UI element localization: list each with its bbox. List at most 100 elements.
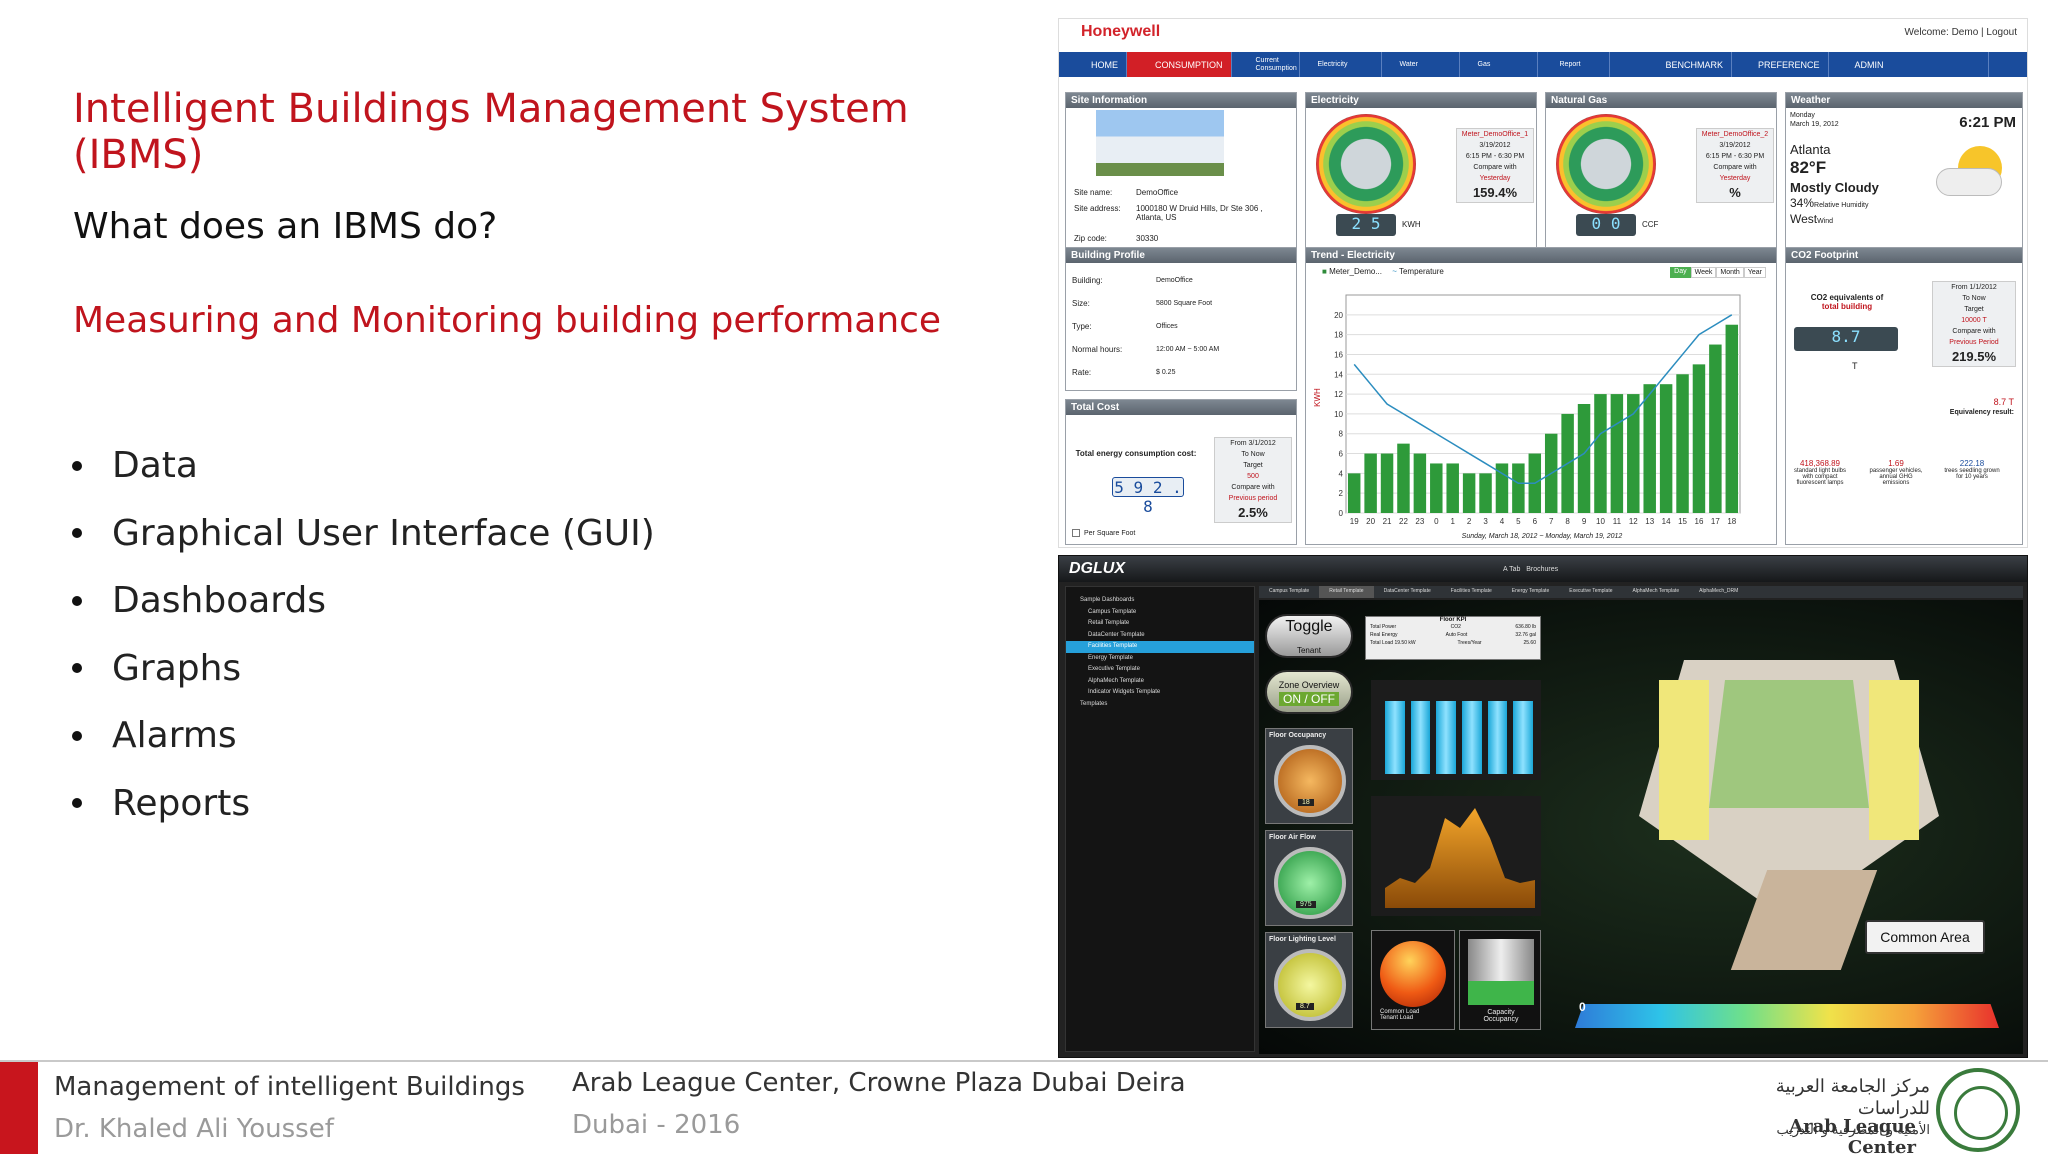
toggle-button[interactable]: Toggle Tenant: [1265, 614, 1353, 658]
nav-current-consumption[interactable]: Current Consumption: [1232, 52, 1300, 77]
trend-x-tick: 7: [1549, 517, 1554, 526]
trend-bar: [1643, 384, 1656, 513]
template-tab[interactable]: Facilities Template: [1450, 588, 1492, 594]
electricity-panel: Electricity 2 5 KWH Meter_DemoOffice_1 3…: [1305, 92, 1537, 256]
nav-gas[interactable]: Gas: [1460, 52, 1538, 77]
nav-home[interactable]: HOME: [1059, 52, 1127, 77]
slide-subtitle: Measuring and Monitoring building perfor…: [73, 300, 942, 341]
trend-bar: [1462, 473, 1476, 513]
trend-tab-year[interactable]: Year: [1743, 267, 1766, 278]
tree-item[interactable]: Indicator Widgets Template: [1088, 689, 1161, 695]
cloudy-sun-icon: [1936, 146, 2006, 196]
slide-question: What does an IBMS do?: [73, 206, 498, 247]
weather-temp: 82°F: [1790, 158, 1827, 177]
tree-item[interactable]: Sample Dashboards: [1080, 597, 1135, 603]
trend-y-tick: 8: [1339, 430, 1344, 439]
trend-x-tick: 5: [1516, 517, 1521, 526]
tree-item[interactable]: Energy Template: [1088, 654, 1133, 661]
weather-panel: Weather Monday March 19, 2012 6:21 PM At…: [1785, 92, 2023, 256]
template-tab[interactable]: AlphaMech Template: [1632, 588, 1680, 594]
template-tab[interactable]: AlphaMech_DRM: [1699, 588, 1739, 594]
tree-item[interactable]: Facilities Template: [1066, 641, 1254, 653]
trend-x-tick: 1: [1450, 517, 1455, 526]
trend-y-tick: 0: [1339, 509, 1344, 518]
template-tab[interactable]: Energy Template: [1511, 588, 1550, 594]
nav-report[interactable]: Report: [1538, 52, 1610, 77]
floor-air-flow-gauge: Floor Air Flow 975: [1265, 830, 1353, 926]
list-item: Dashboards: [72, 567, 655, 635]
trend-y-tick: 6: [1339, 450, 1344, 459]
trend-x-tick: 23: [1415, 517, 1424, 526]
trend-y-tick: 4: [1339, 469, 1344, 478]
trend-x-tick: 6: [1533, 517, 1538, 526]
orange-area-chart: [1371, 796, 1541, 916]
trend-x-tick: 9: [1582, 517, 1587, 526]
tree-item[interactable]: Retail Template: [1088, 620, 1130, 626]
nav-water[interactable]: Water: [1382, 52, 1460, 77]
trend-x-tick: 18: [1727, 517, 1736, 526]
gas-gauge: [1556, 114, 1656, 214]
trend-bar: [1610, 394, 1624, 513]
floor-occupancy-gauge: Floor Occupancy 18: [1265, 728, 1353, 824]
trend-y-tick: 10: [1334, 410, 1343, 419]
bullet-list: Data Graphical User Interface (GUI) Dash…: [72, 432, 655, 837]
honeywell-logo: Honeywell: [1081, 23, 1161, 40]
list-item: Alarms: [72, 702, 655, 770]
template-tab[interactable]: DataCenter Template: [1383, 588, 1431, 594]
tree-item[interactable]: Campus Template: [1088, 608, 1137, 615]
tree-item[interactable]: Executive Template: [1088, 666, 1140, 672]
site-information-panel: Site Information Site name: DemoOffice S…: [1065, 92, 1297, 256]
dglux-template-tabs: Campus Template Retail Template DataCent…: [1259, 586, 2023, 598]
building-profile-panel: Building Profile Building: Size: Type: Norm…: [1065, 247, 1297, 391]
slide-footer: Management of intelligent Buildings Dr. …: [0, 1060, 2048, 1158]
template-tab[interactable]: Executive Template: [1569, 588, 1613, 594]
tree-item[interactable]: DataCenter Template: [1088, 631, 1145, 638]
trend-bar: [1725, 324, 1739, 513]
trend-bar: [1709, 344, 1722, 513]
common-area-label[interactable]: Common Area: [1865, 920, 1985, 954]
gas-reading: 0 0: [1576, 214, 1636, 236]
site-zip: 30330: [1136, 234, 1159, 243]
trend-x-tick: 10: [1596, 517, 1605, 526]
trend-y-tick: 18: [1334, 331, 1343, 340]
trend-y-tick: 2: [1339, 489, 1344, 498]
tree-item[interactable]: AlphaMech Template: [1088, 677, 1144, 684]
dglux-tab-a[interactable]: A Tab: [1503, 566, 1521, 573]
nav-preference[interactable]: PREFERENCE: [1732, 52, 1829, 77]
nav-consumption[interactable]: CONSUMPTION: [1127, 52, 1232, 77]
welcome-text[interactable]: Welcome: Demo | Logout: [1904, 27, 2017, 38]
trend-x-tick: 20: [1366, 517, 1375, 526]
trend-tab-day[interactable]: Day: [1670, 267, 1691, 278]
nav-benchmark[interactable]: BENCHMARK: [1610, 52, 1733, 77]
list-item: Data: [72, 432, 655, 500]
trend-tab-week[interactable]: Week: [1690, 267, 1717, 278]
trend-bar: [1446, 463, 1459, 513]
floor-kpi-table: Floor KPI Total Power CO2 636.80 lb Real E…: [1365, 616, 1541, 660]
author-name: Dr. Khaled Ali Youssef: [54, 1114, 334, 1144]
dglux-dashboard-screenshot: DGLUX A Tab Brochures Sample Dashboards …: [1058, 555, 2028, 1058]
trend-bar: [1659, 384, 1673, 513]
tree-item[interactable]: Templates: [1080, 700, 1108, 707]
slide-title: Intelligent Buildings Management System …: [73, 86, 909, 178]
site-name: DemoOffice: [1136, 188, 1179, 197]
cost-compare-pct: 2.5%: [1238, 505, 1268, 520]
nav-admin[interactable]: ADMIN: [1829, 52, 1989, 77]
trend-x-tick: 11: [1613, 517, 1622, 526]
template-tab[interactable]: Retail Template: [1319, 586, 1374, 598]
trend-tab-month[interactable]: Month: [1716, 267, 1744, 278]
bullet-icon: [72, 528, 82, 539]
slide-content: Intelligent Buildings Management System …: [0, 0, 1030, 1060]
electricity-gauge: [1316, 114, 1416, 214]
trend-x-tick: 16: [1695, 517, 1704, 526]
arab-league-logo-text: مركز الجامعة العربية للدراسات الأمنية و ا…: [1775, 1076, 1930, 1138]
template-tab[interactable]: Campus Template: [1269, 588, 1310, 594]
nav-electricity[interactable]: Electricity: [1300, 52, 1382, 77]
footer-accent-bar: [0, 1062, 38, 1154]
natural-gas-panel: Natural Gas 0 0 CCF Meter_DemoOffice_2 3…: [1545, 92, 1777, 256]
trend-bar: [1627, 394, 1640, 513]
dglux-tab-brochures[interactable]: Brochures: [1526, 566, 1559, 573]
dglux-logo: DGLUX: [1069, 560, 1125, 577]
per-square-foot-checkbox[interactable]: [1072, 529, 1080, 537]
zone-overview-button[interactable]: Zone Overview ON / OFF: [1265, 670, 1353, 714]
